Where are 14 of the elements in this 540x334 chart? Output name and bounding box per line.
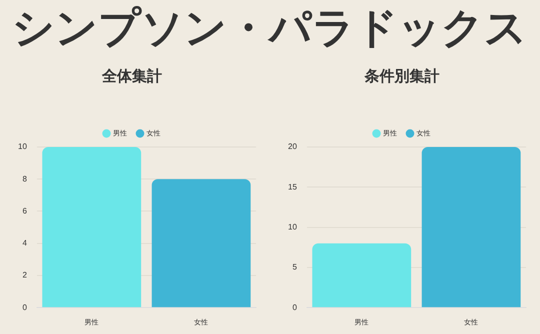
- y-tick-label: 5: [292, 262, 298, 272]
- chart-title: 全体集計: [101, 66, 162, 85]
- y-tick-label: 20: [288, 142, 298, 152]
- y-tick-label: 8: [22, 174, 28, 184]
- text: シンプソン・パラドックス: [12, 2, 527, 54]
- y-tick-label: 6: [22, 206, 28, 216]
- y-tick-label: 4: [22, 238, 28, 248]
- y-tick-label: 10: [18, 142, 28, 152]
- y-tick-label: 10: [288, 222, 298, 232]
- y-tick-label: 2: [22, 270, 28, 280]
- y-tick-label: 15: [288, 182, 298, 192]
- chart-title: 条件別集計: [364, 66, 440, 85]
- y-tick-label: 0: [22, 302, 28, 312]
- y-tick-label: 0: [292, 302, 298, 312]
